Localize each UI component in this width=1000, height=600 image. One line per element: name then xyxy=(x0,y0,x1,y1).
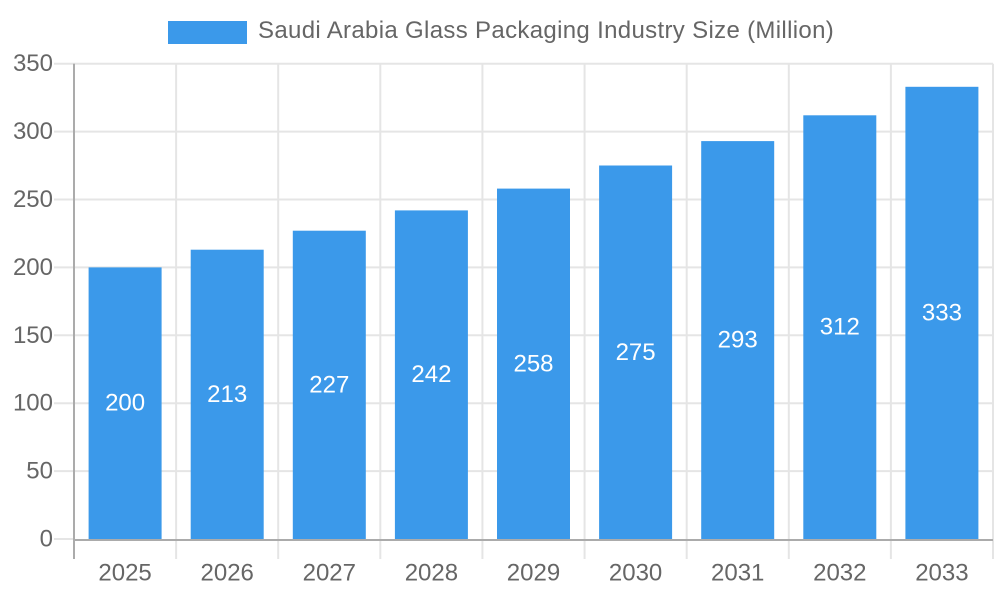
svg-text:258: 258 xyxy=(513,350,553,377)
svg-text:2033: 2033 xyxy=(915,560,968,587)
svg-text:227: 227 xyxy=(309,371,349,398)
svg-text:293: 293 xyxy=(718,327,758,354)
svg-text:2026: 2026 xyxy=(201,560,254,587)
svg-text:333: 333 xyxy=(922,299,962,326)
svg-text:213: 213 xyxy=(207,381,247,408)
svg-text:250: 250 xyxy=(13,186,53,213)
svg-text:2025: 2025 xyxy=(98,560,151,587)
svg-text:350: 350 xyxy=(13,50,53,77)
svg-text:2029: 2029 xyxy=(507,560,560,587)
svg-text:0: 0 xyxy=(40,526,53,553)
svg-text:50: 50 xyxy=(26,458,53,485)
svg-text:150: 150 xyxy=(13,322,53,349)
svg-text:300: 300 xyxy=(13,118,53,145)
svg-text:2031: 2031 xyxy=(711,560,764,587)
svg-text:2027: 2027 xyxy=(303,560,356,587)
svg-text:2032: 2032 xyxy=(813,560,866,587)
svg-text:242: 242 xyxy=(411,361,451,388)
svg-text:312: 312 xyxy=(820,314,860,341)
svg-text:200: 200 xyxy=(13,254,53,281)
svg-text:2028: 2028 xyxy=(405,560,458,587)
svg-text:100: 100 xyxy=(13,390,53,417)
svg-text:Saudi Arabia Glass Packaging I: Saudi Arabia Glass Packaging Industry Si… xyxy=(258,17,834,44)
svg-text:200: 200 xyxy=(105,390,145,417)
svg-text:2030: 2030 xyxy=(609,560,662,587)
svg-text:275: 275 xyxy=(616,339,656,366)
